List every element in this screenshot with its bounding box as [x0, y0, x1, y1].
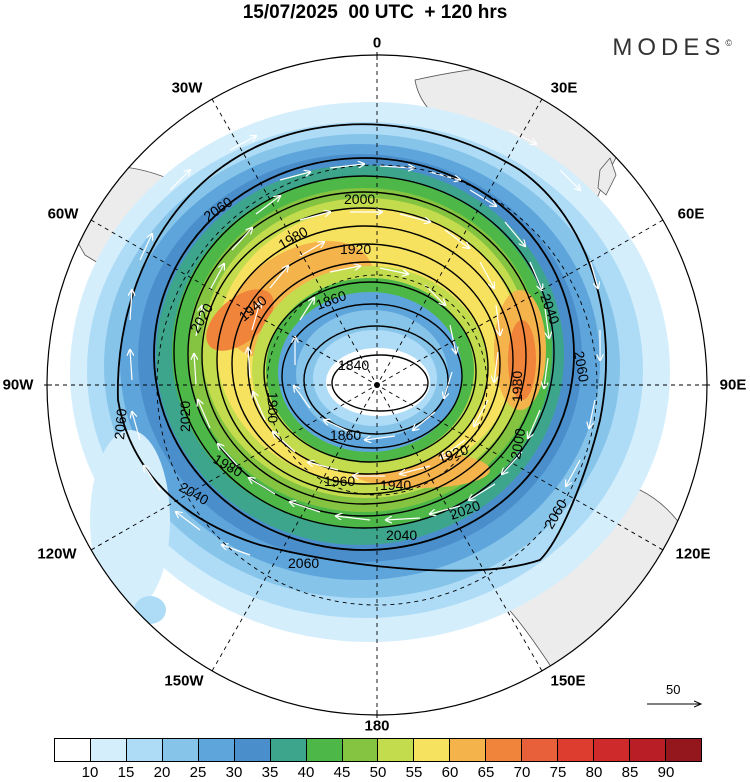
longitude-label-150e: 150E [550, 672, 586, 690]
contour-label: 2060 [288, 555, 319, 571]
colorbar-tick-label: 15 [117, 764, 135, 781]
contour-label: 2060 [111, 408, 130, 441]
colorbar-tick-label: 75 [549, 764, 567, 781]
colorbar [54, 738, 702, 762]
colorbar-tick-label: 25 [189, 764, 207, 781]
colorbar-swatch [486, 739, 523, 761]
colorbar-swatch [198, 739, 235, 761]
longitude-label-180: 180 [364, 717, 390, 735]
map-boundary-ticks [44, 52, 710, 718]
colorbar-tick-label: 30 [225, 764, 243, 781]
contour-label: 2040 [386, 527, 417, 543]
contour-label: 1940 [380, 477, 411, 493]
brand-name: MODES [612, 34, 726, 61]
longitude-label-30w: 30W [171, 79, 203, 97]
colorbar-swatch [558, 739, 595, 761]
colorbar-tick-label: 80 [585, 764, 603, 781]
madagascar-land [597, 157, 617, 196]
longitude-label-60e: 60E [677, 205, 705, 223]
longitude-label-90e: 90E [719, 376, 747, 394]
contour-label: 1960 [324, 473, 355, 489]
colorbar-swatch [162, 739, 199, 761]
south-pole-marker [374, 382, 380, 388]
colorbar-tick-label: 70 [513, 764, 531, 781]
colorbar-swatch [522, 739, 559, 761]
colorbar-swatch [126, 739, 163, 761]
contour-label: 1840 [338, 357, 369, 373]
contour-label: 1980 [509, 371, 525, 402]
contour-label: 2000 [507, 427, 528, 461]
colorbar-tick-label: 10 [81, 764, 99, 781]
wind-vectors [130, 129, 600, 556]
colorbar-swatch [90, 739, 127, 761]
chart-title: 15/07/2025 00 UTC + 120 hrs [242, 2, 508, 23]
colorbar-tick-label: 35 [261, 764, 279, 781]
colorbar-swatch [630, 739, 666, 761]
colorbar-tick-label: 40 [297, 764, 315, 781]
colorbar-labels: 10 15 20 25 30 35 40 45 50 55 60 65 70 75 80 85 90 [54, 764, 702, 782]
longitude-label-60w: 60W [47, 205, 79, 223]
colorbar-swatch [594, 739, 630, 761]
reference-vector [647, 678, 705, 714]
longitude-label-0: 0 [372, 34, 382, 52]
reference-vector-label: 50 [666, 682, 681, 697]
colorbar-swatch [342, 739, 379, 761]
colorbar-tick-label: 65 [477, 764, 495, 781]
colorbar-swatch [414, 739, 451, 761]
colorbar-tick-label: 45 [333, 764, 351, 781]
longitude-label-120e: 120E [675, 545, 711, 563]
colorbar-swatch [378, 739, 415, 761]
colorbar-swatch [55, 739, 91, 761]
brand-mark: © [725, 38, 732, 48]
colorbar-tick-label: 90 [657, 764, 675, 781]
colorbar-tick-label: 50 [369, 764, 387, 781]
colorbar-swatch [450, 739, 487, 761]
colorbar-swatch [665, 739, 701, 761]
longitude-label-150w: 150W [164, 672, 204, 690]
longitude-label-90w: 90W [2, 376, 34, 394]
contour-label: 1860 [330, 427, 361, 443]
brand-logo: MODES© [612, 34, 732, 62]
colorbar-tick-label: 85 [621, 764, 639, 781]
colorbar-swatch [270, 739, 307, 761]
contour-label: 1920 [340, 241, 371, 257]
contour-label: 2060 [571, 350, 592, 384]
colorbar-swatch [306, 739, 343, 761]
longitude-label-120w: 120W [37, 545, 77, 563]
colorbar-tick-label: 60 [441, 764, 459, 781]
longitude-label-30e: 30E [550, 79, 578, 97]
contour-label: 1900 [265, 392, 281, 423]
contour-label: 2000 [344, 191, 375, 207]
colorbar-tick-label: 20 [153, 764, 171, 781]
colorbar-swatch [234, 739, 271, 761]
colorbar-tick-label: 55 [405, 764, 423, 781]
contour-label: 2020 [177, 401, 193, 432]
